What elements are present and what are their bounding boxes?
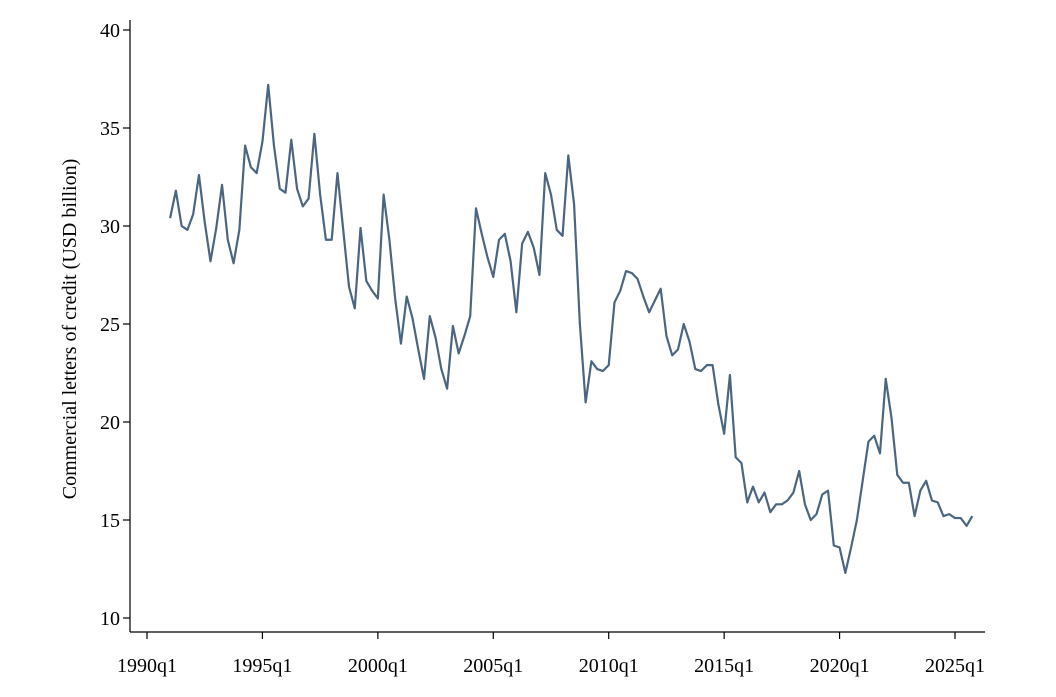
x-tick-label: 2010q1 (579, 655, 639, 677)
y-tick-label: 15 (100, 510, 120, 532)
y-ticks: 10 15 20 25 30 35 40 (100, 20, 130, 630)
x-tick-label: 1990q1 (117, 655, 177, 677)
y-tick-label: 35 (100, 118, 120, 140)
x-tick-label: 1995q1 (232, 655, 292, 677)
x-tick-label: 2005q1 (463, 655, 523, 677)
x-tick-label: 2025q1 (925, 655, 985, 677)
y-axis-title: Commercial letters of credit (USD billio… (59, 159, 81, 499)
x-tick-label: 2020q1 (810, 655, 870, 677)
x-tick-label: 2000q1 (348, 655, 408, 677)
y-tick-label: 30 (100, 216, 120, 238)
y-tick-label: 10 (100, 608, 120, 630)
y-tick-label: 25 (100, 314, 120, 336)
y-tick-label: 20 (100, 412, 120, 434)
y-tick-label: 40 (100, 20, 120, 42)
x-tick-label: 2015q1 (694, 655, 754, 677)
series-line (169, 83, 974, 575)
x-ticks: 1990q1 1995q1 2000q1 2005q1 2010q1 2015q1 2020… (117, 632, 985, 677)
axes (129, 20, 985, 633)
